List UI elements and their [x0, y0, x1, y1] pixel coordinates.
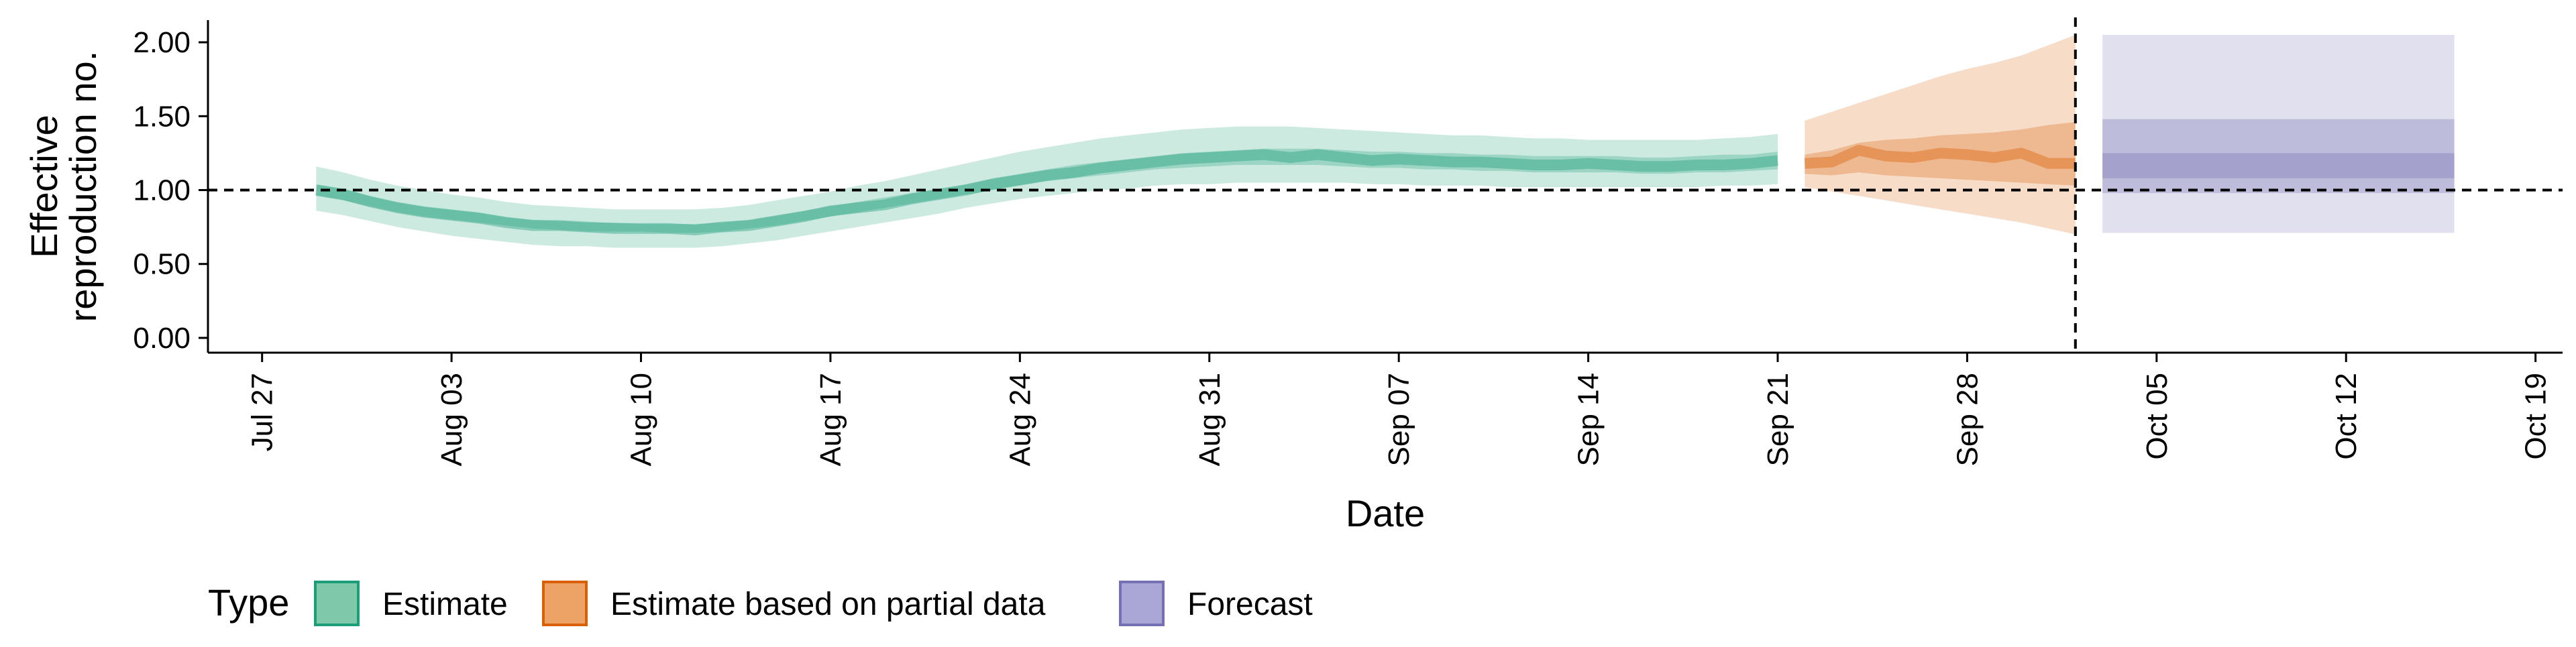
- legend: Type Estimate Estimate based on partial da…: [208, 581, 1313, 626]
- reference-lines-layer: [208, 17, 2563, 353]
- bands-layer: [316, 35, 2455, 248]
- x-tick-label: Oct 19: [2520, 373, 2553, 460]
- x-tick-label: Aug 31: [1193, 373, 1226, 466]
- legend-title: Type: [208, 581, 289, 624]
- x-tick-label: Oct 05: [2141, 373, 2174, 460]
- x-tick-label: Sep 07: [1383, 373, 1415, 466]
- legend-swatch: [1119, 581, 1165, 626]
- estimate-median-line: [315, 149, 1778, 235]
- x-tick-label: Sep 14: [1572, 373, 1605, 466]
- median-lines-layer: [315, 145, 2076, 235]
- y-tick-label: 0.50: [133, 248, 191, 281]
- x-tick-label: Jul 27: [246, 373, 279, 451]
- estimate-band-50: [316, 148, 1778, 233]
- y-tick-label: 1.50: [133, 100, 191, 133]
- estimate-band-90: [316, 126, 1778, 248]
- axes-layer: 0.00 0.50 1.00 1.50 2.00 Jul 27 Aug 03 Aug 10 Au…: [23, 20, 2563, 534]
- x-tick-label: Sep 21: [1762, 373, 1794, 466]
- estimate-based-on-partial-data-band-90: [1805, 35, 2076, 235]
- legend-label: Estimate: [382, 587, 508, 622]
- x-tick-label: Aug 17: [814, 373, 847, 466]
- legend-swatch: [314, 581, 360, 626]
- x-tick-label: Oct 12: [2330, 373, 2363, 460]
- legend-swatch: [542, 581, 588, 626]
- y-axis-title-line: Effective: [23, 115, 65, 258]
- estimate-based-on-partial-data-median-line: [1804, 145, 2076, 169]
- y-tick-label: 0.00: [133, 322, 191, 355]
- y-axis-title-line: reproduction no.: [62, 51, 104, 322]
- y-tick-label: 1.00: [133, 174, 191, 207]
- legend-label: Forecast: [1187, 587, 1313, 622]
- forecast-band-90: [2102, 35, 2455, 233]
- forecast-band-20: [2102, 153, 2455, 178]
- x-tick-label: Aug 24: [1004, 373, 1036, 466]
- forecast-band-50: [2102, 119, 2455, 193]
- estimate-based-on-partial-data-band-50: [1805, 122, 2076, 186]
- y-axis-title: Effectivereproduction no.: [23, 51, 104, 322]
- x-tick-label: Aug 03: [435, 373, 468, 466]
- legend-label: Estimate based on partial data: [610, 587, 1046, 622]
- x-axis-title: Date: [1346, 492, 1425, 534]
- x-tick-label: Sep 28: [1951, 373, 1984, 466]
- y-tick-label: 2.00: [133, 26, 191, 59]
- x-tick-label: Aug 10: [625, 373, 658, 466]
